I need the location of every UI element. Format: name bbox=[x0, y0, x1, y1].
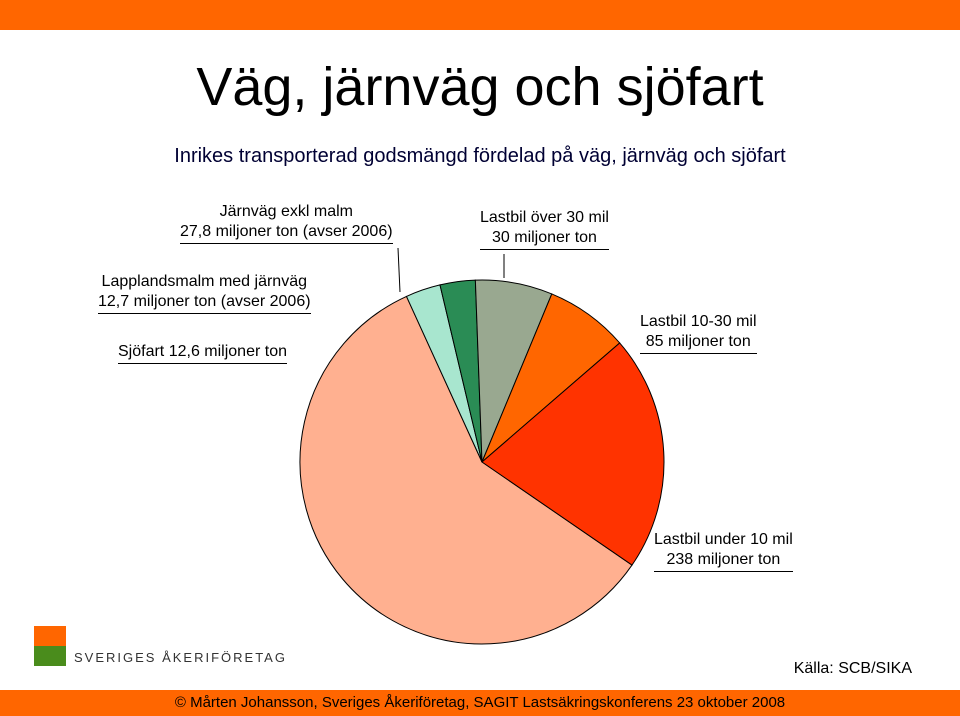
pie-slice-5 bbox=[481, 342, 665, 566]
slide-title: Väg, järnväg och sjöfart bbox=[196, 57, 764, 117]
top-accent-bar bbox=[0, 0, 960, 30]
label-lastbil-10-30-value: 85 miljoner ton bbox=[645, 333, 751, 350]
label-sjofart-name: Sjöfart bbox=[118, 343, 165, 360]
slide-subtitle: Inrikes transporterad godsmängd fördelad… bbox=[174, 145, 786, 167]
label-jarnvag-value: 27,8 miljoner ton (avser 2006) bbox=[180, 223, 393, 240]
label-jarnvag-name: Järnväg exkl malm bbox=[219, 203, 353, 220]
label-lapplandsmalm: Lapplandsmalm med järnväg 12,7 miljoner … bbox=[98, 272, 311, 314]
label-lastbil-10-30: Lastbil 10-30 mil 85 miljoner ton bbox=[640, 312, 757, 354]
label-sjofart-text: Sjöfart 12,6 miljoner ton bbox=[118, 342, 287, 362]
label-sjofart: Sjöfart 12,6 miljoner ton bbox=[118, 342, 287, 364]
source-note: Källa: SCB/SIKA bbox=[793, 660, 912, 677]
label-lapplandsmalm-value: 12,7 miljoner ton (avser 2006) bbox=[98, 293, 311, 310]
label-jarnvag-exkl-malm: Järnväg exkl malm 27,8 miljoner ton (avs… bbox=[180, 202, 393, 244]
logo-text: SVERIGES ÅKERIFÖRETAG bbox=[74, 650, 287, 665]
footer-bar: © Mårten Johansson, Sveriges Åkeriföreta… bbox=[0, 690, 960, 716]
label-lastbil-over-30-name: Lastbil över 30 mil bbox=[480, 209, 609, 226]
label-lastbil-under-10-name: Lastbil under 10 mil bbox=[654, 531, 793, 548]
label-lastbil-over-30: Lastbil över 30 mil 30 miljoner ton bbox=[480, 208, 609, 250]
label-lastbil-10-30-name: Lastbil 10-30 mil bbox=[640, 313, 757, 330]
label-lapplandsmalm-name: Lapplandsmalm med järnväg bbox=[101, 273, 307, 290]
logo-mark-green bbox=[34, 646, 66, 666]
pie-slice-0 bbox=[299, 295, 633, 645]
label-lastbil-under-10-value: 238 miljoner ton bbox=[666, 551, 781, 568]
leader-line-0 bbox=[397, 247, 401, 293]
company-logo: SVERIGES ÅKERIFÖRETAG bbox=[34, 626, 294, 670]
label-lastbil-over-30-value: 30 miljoner ton bbox=[492, 229, 597, 246]
label-lastbil-under-10: Lastbil under 10 mil 238 miljoner ton bbox=[654, 530, 793, 572]
logo-mark-orange bbox=[34, 626, 66, 646]
label-sjofart-value: 12,6 miljoner ton bbox=[168, 343, 287, 360]
